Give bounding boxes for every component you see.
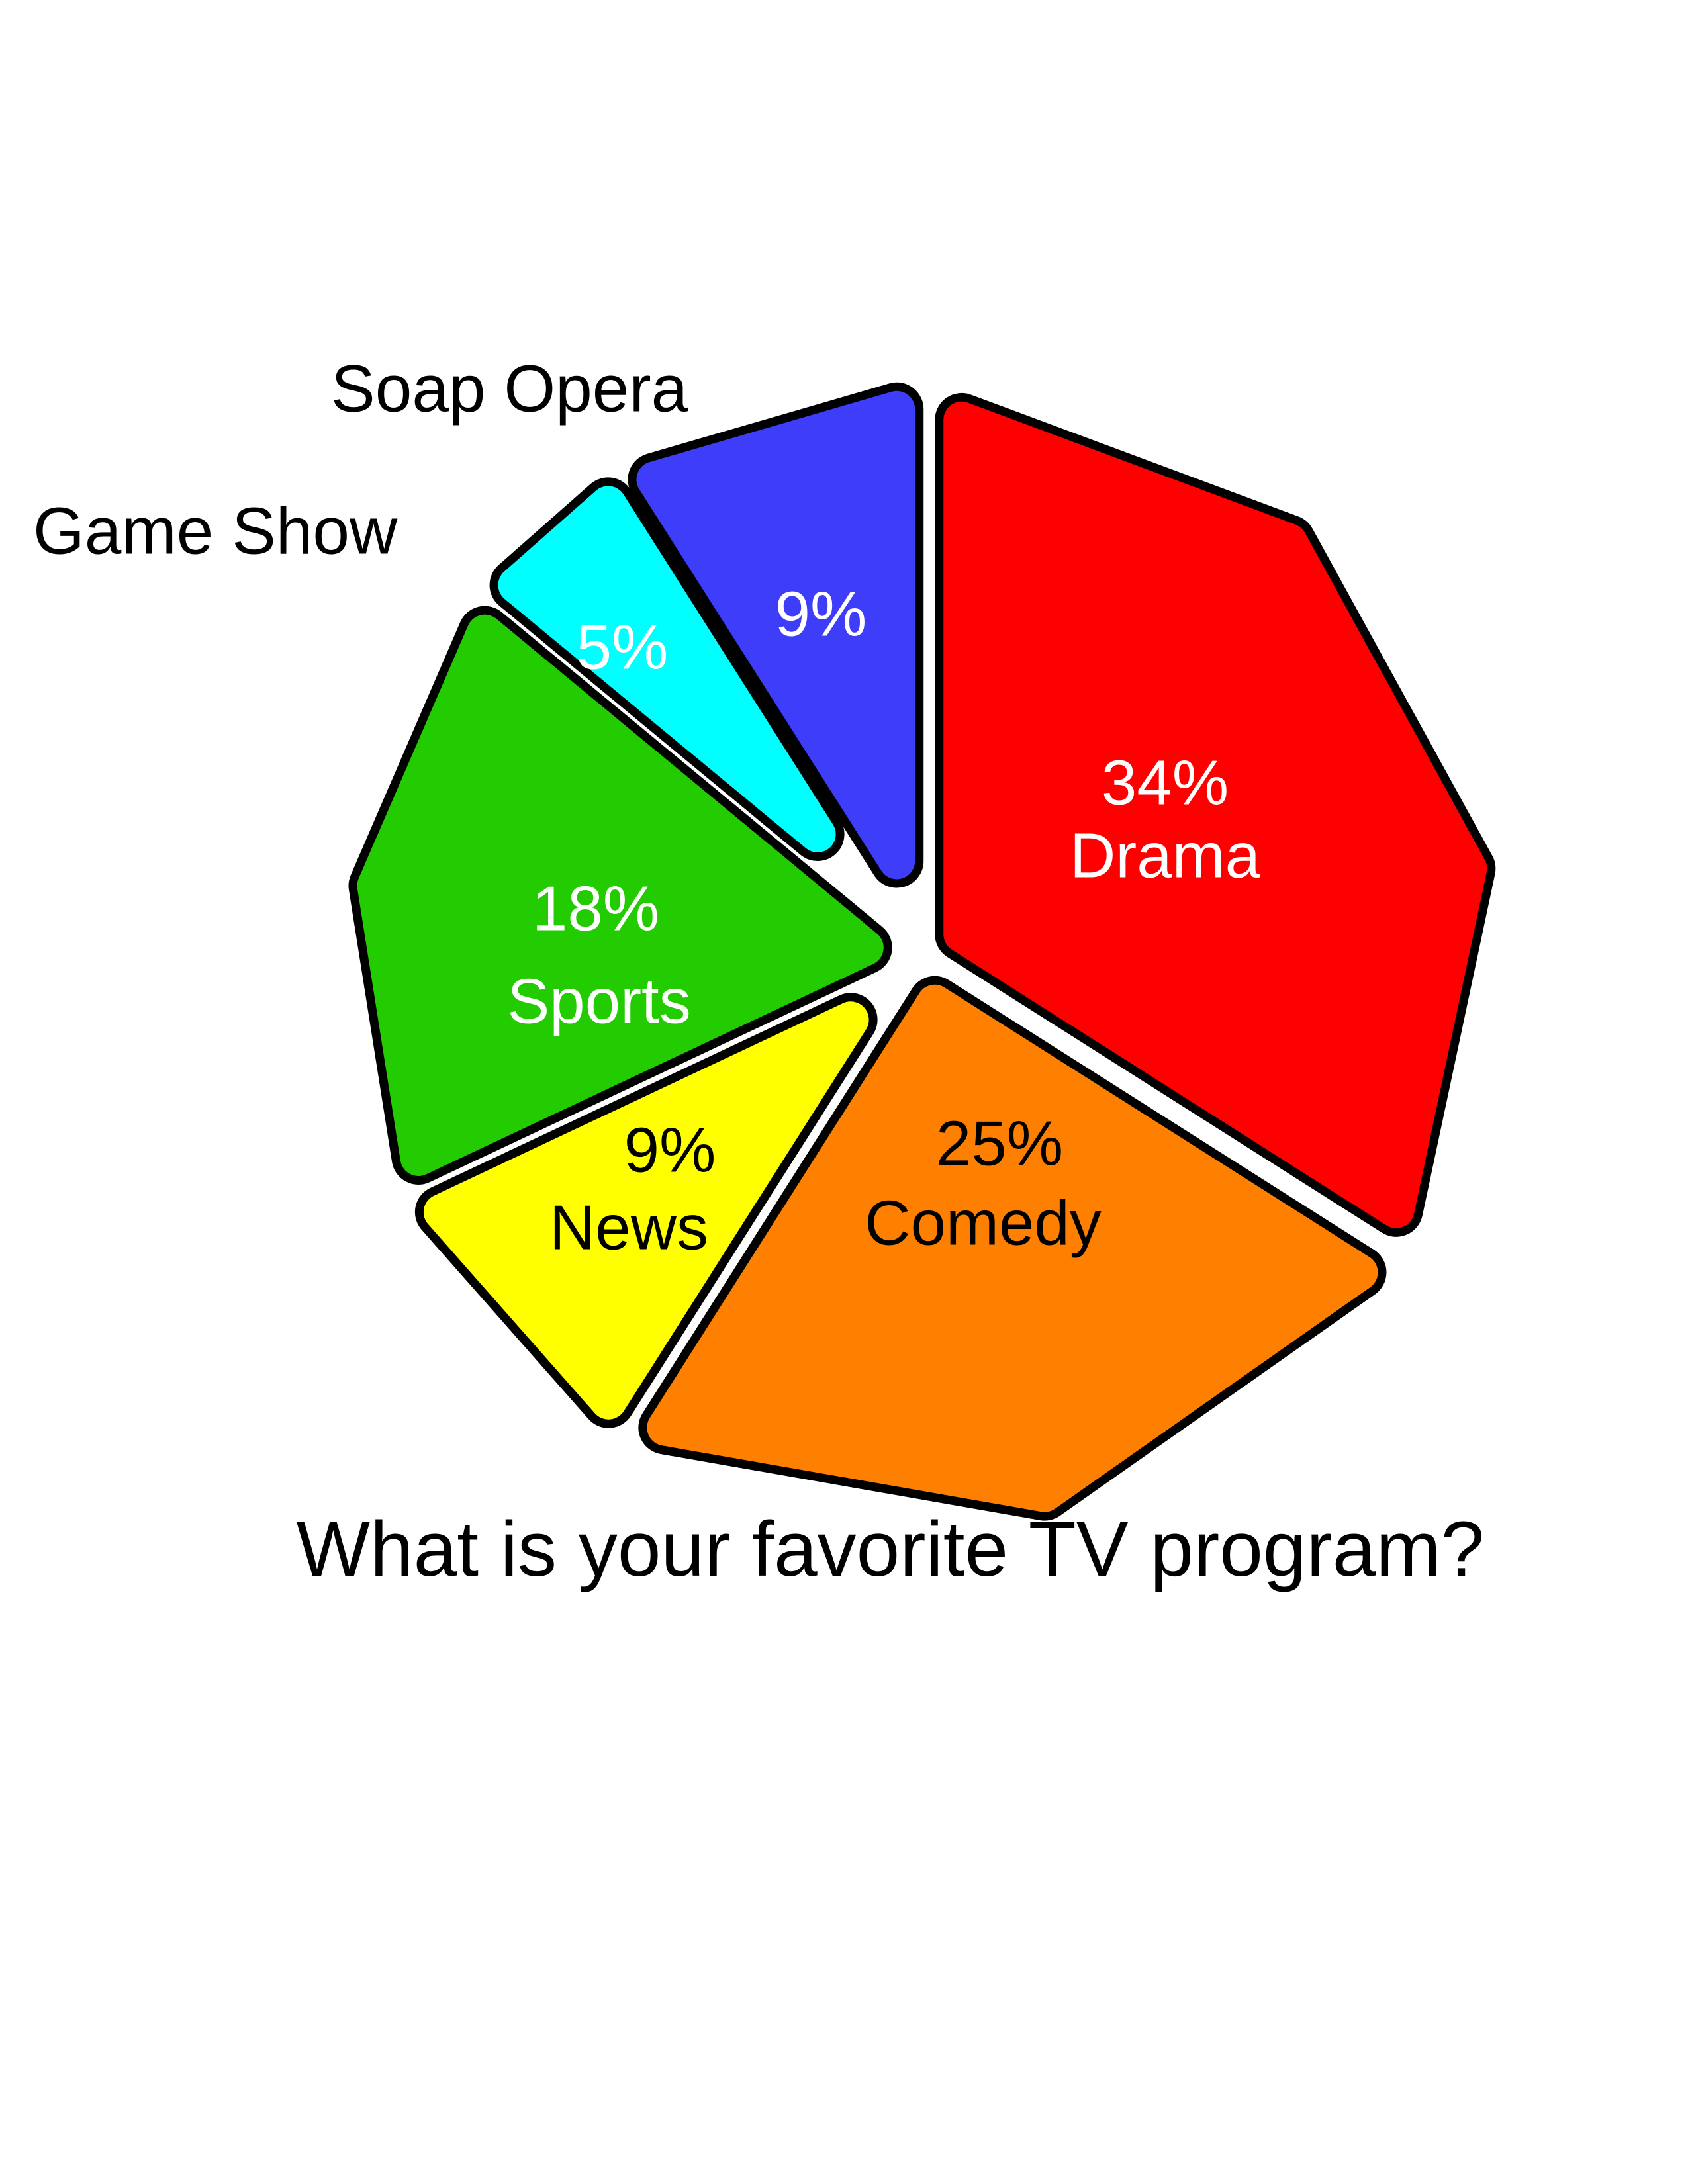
pie-slice-soap-opera[interactable]	[628, 382, 924, 888]
slice-percent-sports: 18%	[532, 873, 659, 944]
slice-name-drama: Drama	[1070, 820, 1261, 891]
slice-name-news: News	[549, 1192, 708, 1263]
slice-name-sports: Sports	[507, 966, 690, 1036]
external-label-soap-opera: Soap Opera	[331, 351, 688, 426]
chart-title: What is your favorite TV program?	[297, 1506, 1485, 1593]
pie-slice-news[interactable]	[414, 993, 878, 1428]
pie-slices-group	[348, 382, 1496, 1521]
pie-slice-drama[interactable]	[935, 392, 1496, 1237]
pie-slice-sports[interactable]	[348, 606, 892, 1185]
pie-slice-comedy[interactable]	[638, 976, 1387, 1521]
pie-slice-game-show[interactable]	[489, 477, 845, 861]
slice-percent-comedy: 25%	[936, 1108, 1063, 1179]
slice-percent-game-show: 5%	[577, 612, 669, 682]
slice-percent-soap-opera: 9%	[775, 578, 867, 649]
external-label-game-show: Game Show	[33, 494, 398, 568]
slice-name-comedy: Comedy	[865, 1187, 1101, 1258]
slice-percent-news: 9%	[624, 1115, 716, 1185]
slice-percent-drama: 34%	[1102, 747, 1229, 818]
